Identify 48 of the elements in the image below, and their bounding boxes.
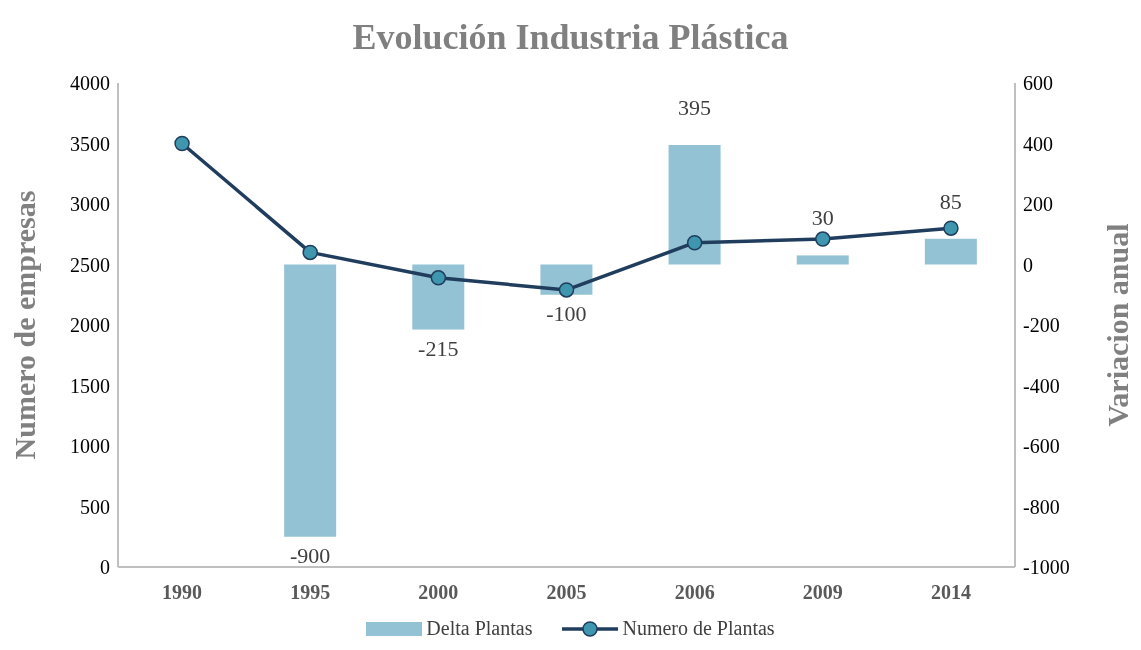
chart-title: Evolución Industria Plástica (351, 16, 790, 59)
point (430, 270, 447, 286)
bar (796, 255, 849, 265)
y-tick-label: 4000 (70, 72, 110, 95)
y-tick-label: 3500 (70, 132, 110, 155)
data-label: -215 (418, 335, 459, 361)
point (302, 244, 318, 261)
point (174, 135, 190, 152)
y-tick-label: 2500 (70, 253, 110, 276)
y-tick-label: 500 (80, 495, 110, 518)
y2-tick-label: -800 (1023, 495, 1060, 518)
y2-tick-label: 0 (1023, 253, 1033, 276)
y2-tick-label: 600 (1023, 72, 1053, 95)
x-tick-label: 2009 (802, 581, 843, 604)
bar (924, 238, 977, 265)
y2-tick-label: 200 (1023, 193, 1053, 216)
point (815, 231, 831, 247)
x-tick-label: 2014 (930, 581, 971, 604)
point (558, 282, 575, 298)
data-label: -900 (289, 542, 331, 568)
y2-tick-label: -400 (1023, 374, 1060, 397)
y-axis-title: Numero de empresas (7, 190, 41, 460)
bar (284, 264, 337, 537)
bar (412, 264, 465, 330)
y2-tick-label: -600 (1023, 435, 1060, 458)
data-label: 395 (678, 95, 712, 121)
y2-tick-label: 400 (1023, 132, 1053, 155)
y-tick-label: 1500 (70, 374, 110, 397)
bar (668, 145, 721, 265)
legend-label: Numero de Plantas (622, 617, 775, 640)
y2-tick-label: -200 (1023, 314, 1060, 337)
point (686, 234, 703, 251)
x-tick-label: 2006 (674, 581, 715, 604)
data-label: 85 (939, 188, 962, 214)
y2-axis-title: Variacion anual (1100, 223, 1134, 427)
y-tick-label: 0 (100, 556, 110, 579)
data-label: -100 (546, 300, 587, 326)
y-tick-label: 3000 (70, 193, 110, 216)
x-tick-label: 1990 (162, 581, 203, 604)
point (943, 220, 959, 236)
y2-tick-label: -1000 (1023, 556, 1070, 579)
data-label: 30 (811, 205, 834, 231)
x-tick-label: 1995 (290, 581, 331, 604)
y-tick-label: 2000 (70, 314, 110, 337)
x-tick-label: 2000 (418, 581, 459, 604)
legend-label: Delta Plantas (426, 617, 533, 640)
y-tick-label: 1000 (70, 435, 110, 458)
x-tick-label: 2005 (546, 581, 587, 604)
